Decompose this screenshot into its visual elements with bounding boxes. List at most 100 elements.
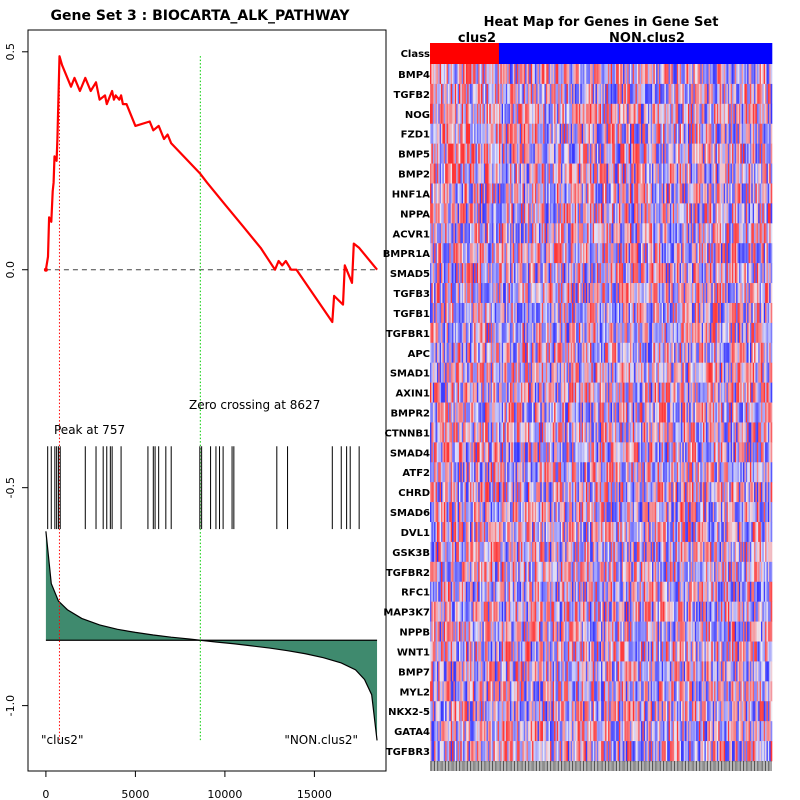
heatmap-cell <box>474 342 476 364</box>
heatmap-cell <box>556 422 559 443</box>
heatmap-cell <box>558 103 560 125</box>
heatmap-cell <box>563 342 566 364</box>
heatmap-cell <box>583 302 585 324</box>
heatmap-cell <box>769 183 771 204</box>
heatmap-cell <box>569 442 571 463</box>
heatmap-cell <box>669 143 672 164</box>
heatmap-cell <box>658 283 661 304</box>
heatmap-cell <box>465 322 468 344</box>
heatmap-cell <box>698 103 701 125</box>
heatmap-cell <box>729 362 731 383</box>
heatmap-cell <box>434 223 436 244</box>
heatmap-cell <box>628 203 631 224</box>
heatmap-cell <box>638 302 640 324</box>
heatmap-cell <box>635 123 638 144</box>
heatmap-cell <box>476 163 479 184</box>
heatmap-cell <box>493 64 496 85</box>
heatmap-cell <box>769 223 771 244</box>
heatmap-cell <box>441 422 443 443</box>
heatmap-cell <box>696 342 698 364</box>
heatmap-cell <box>682 83 685 105</box>
heatmap-cell <box>766 402 769 423</box>
heatmap-cell <box>623 342 625 364</box>
heatmap-cell <box>496 183 498 204</box>
heatmap-cell <box>621 143 624 164</box>
heatmap-cell <box>450 302 453 324</box>
heatmap-cell <box>570 223 573 244</box>
heatmap-cell <box>537 402 540 423</box>
heatmap-cell <box>589 442 592 463</box>
heatmap-cell <box>730 243 733 264</box>
heatmap-cell <box>552 302 555 324</box>
heatmap-cell <box>594 123 596 144</box>
heatmap-cell <box>536 163 538 184</box>
heatmap-cell <box>541 83 544 105</box>
heatmap-cell <box>504 243 507 264</box>
heatmap-cell <box>683 302 686 324</box>
heatmap-cell <box>494 322 497 344</box>
heatmap-cell <box>508 322 511 344</box>
heatmap-cell <box>628 283 631 304</box>
heatmap-cell <box>606 342 609 364</box>
heatmap-cell <box>482 163 485 184</box>
heatmap-cell <box>652 83 654 105</box>
heatmap-cell <box>678 302 680 324</box>
heatmap-cell <box>613 243 616 264</box>
heatmap-cell <box>642 442 645 463</box>
heatmap-cell <box>649 203 651 224</box>
heatmap-cell <box>465 263 468 284</box>
heatmap-cell <box>580 243 582 264</box>
heatmap-cell <box>762 163 765 184</box>
heatmap-cell <box>639 342 642 364</box>
heatmap-cell <box>605 263 607 284</box>
heatmap-cell <box>588 203 591 224</box>
heatmap-cell <box>749 283 752 304</box>
heatmap-cell <box>562 243 565 264</box>
heatmap-cell <box>594 83 596 105</box>
heatmap-cell <box>752 203 755 224</box>
heatmap-cell <box>570 103 573 125</box>
heatmap-cell <box>580 422 582 443</box>
heatmap-cell <box>657 64 660 85</box>
heatmap-cell <box>738 322 741 344</box>
heatmap-cell <box>634 422 636 443</box>
heatmap-cell <box>468 64 471 85</box>
heatmap-cell <box>675 123 678 144</box>
heatmap-cell <box>504 163 507 184</box>
heatmap-cell <box>763 342 766 364</box>
heatmap-cell <box>620 382 622 403</box>
zero-crossing-annotation: Zero crossing at 8627 <box>189 398 320 412</box>
heatmap-cell <box>493 203 496 224</box>
heatmap-cell <box>763 402 766 423</box>
heatmap-cell <box>525 183 527 204</box>
heatmap-cell <box>569 302 571 324</box>
heatmap-cell <box>740 322 742 344</box>
heatmap-cell <box>501 83 504 105</box>
heatmap-cell <box>543 83 545 105</box>
heatmap-cell <box>549 322 552 344</box>
heatmap-cell <box>547 223 549 244</box>
heatmap-cell <box>636 64 639 85</box>
heatmap-cell <box>472 103 475 125</box>
heatmap-cell <box>474 442 476 463</box>
heatmap-cell <box>500 163 503 184</box>
heatmap-cell <box>538 263 541 284</box>
heatmap-cell <box>732 243 734 264</box>
heatmap-cell <box>614 163 617 184</box>
heatmap-cell <box>570 83 573 105</box>
heatmap-cell <box>497 203 500 224</box>
heatmap-cell <box>720 402 723 423</box>
heatmap-cell <box>727 362 730 383</box>
heatmap-cell <box>709 362 712 383</box>
heatmap-cell <box>697 243 700 264</box>
heatmap-cell <box>687 83 690 105</box>
heatmap-cell <box>614 442 617 463</box>
heatmap-cell <box>435 64 438 85</box>
heatmap-cell <box>493 83 496 105</box>
heatmap-cell <box>606 163 609 184</box>
heatmap-cell <box>512 442 515 463</box>
heatmap-cell <box>569 243 571 264</box>
heatmap-cell <box>669 263 672 284</box>
heatmap-cell <box>770 422 773 443</box>
heatmap-cell <box>573 283 576 304</box>
